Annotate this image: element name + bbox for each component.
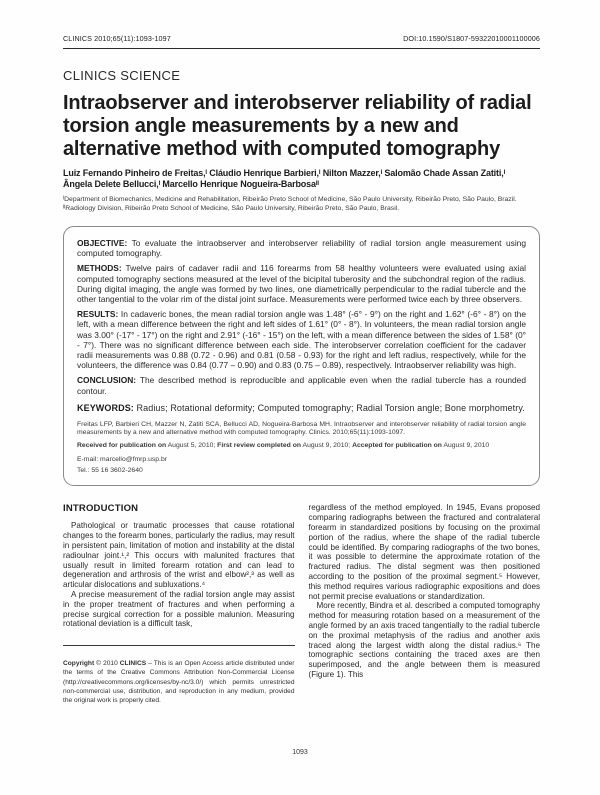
abstract-conclusion-label: CONCLUSION:: [77, 375, 137, 386]
received-date: August 5, 2010;: [166, 442, 218, 450]
page-number: 1093: [292, 749, 308, 756]
article-title: Intraobserver and interobserver reliabil…: [63, 92, 532, 160]
abstract-objective: OBJECTIVE: To evaluate the intraobserver…: [77, 238, 526, 258]
keywords-text: Radius; Rotational deformity; Computed t…: [136, 402, 525, 413]
affiliation-2: ᴵᴵRadiology Division, Ribeirão Preto Sch…: [63, 205, 400, 212]
abstract-objective-text: To evaluate the intraobserver and intero…: [77, 238, 526, 259]
journal-citation: CLINICS 2010;65(11):1093-1097: [63, 34, 171, 43]
intro-paragraph-2: A precise measurement of the radial tors…: [63, 590, 295, 629]
author-list: Luiz Fernando Pinheiro de Freitas,ᴵ Cláu…: [63, 168, 540, 190]
abstract-box: OBJECTIVE: To evaluate the intraobserver…: [63, 226, 540, 487]
review-date: August 9, 2010;: [301, 442, 353, 450]
copyright-word: Copyright: [63, 660, 95, 668]
copyright-year: © 2010: [94, 660, 120, 668]
copyright-rule: [63, 645, 295, 647]
doi-text: DOI:10.1590/S1807-59322010001100006: [403, 34, 540, 43]
keywords-line: KEYWORDS: Radius; Rotational deformity; …: [77, 403, 526, 414]
abstract-methods-label: METHODS:: [77, 263, 122, 274]
right-column: regardless of the method employed. In 19…: [309, 503, 541, 705]
copyright-license-text: – This is an Open Access article distrib…: [63, 660, 295, 705]
received-label: Received for publication on: [77, 442, 167, 450]
abstract-conclusion: CONCLUSION: The described method is repr…: [77, 375, 526, 395]
intro-paragraph-4: More recently, Bindra et al. described a…: [308, 601, 541, 679]
author-line-1: Luiz Fernando Pinheiro de Freitas,ᴵ Cláu…: [63, 168, 506, 178]
abstract-results-label: RESULTS:: [77, 309, 119, 320]
copyright-notice: Copyright © 2010 CLINICS – This is an Op…: [63, 659, 295, 705]
affiliation-1: ᴵDepartment of Biomechanics, Medicine an…: [63, 196, 517, 203]
intro-paragraph-3: regardless of the method employed. In 19…: [308, 503, 541, 601]
author-line-2: Ângela Delete Bellucci,ᴵ Marcello Henriq…: [63, 179, 319, 189]
page-header: CLINICS 2010;65(11):1093-1097 DOI:10.159…: [63, 34, 540, 43]
accepted-date: August 9, 2010: [441, 442, 490, 450]
section-label: CLINICS SCIENCE: [63, 68, 181, 83]
abstract-methods: METHODS: Twelve pairs of cadaver radii a…: [77, 263, 526, 304]
article-citation: Freitas LFP, Barbieri CH, Mazzer N, Zati…: [77, 420, 526, 437]
copyright-journal: CLINICS: [119, 660, 147, 668]
abstract-results-text: In cadaveric bones, the mean radial tors…: [77, 309, 526, 371]
abstract-conclusion-text: The described method is reproducible and…: [77, 375, 526, 396]
keywords-label: KEYWORDS:: [77, 402, 134, 413]
left-column: INTRODUCTION Pathological or traumatic p…: [63, 503, 295, 705]
header-rule: [63, 48, 540, 49]
tel-line: Tel.: 55 16 3602-2640: [77, 467, 143, 475]
received-line: Received for publication on August 5, 20…: [77, 442, 526, 451]
accepted-label: Accepted for publication on: [352, 442, 442, 450]
affiliations: ᴵDepartment of Biomechanics, Medicine an…: [63, 195, 540, 213]
introduction-heading: INTRODUCTION: [63, 503, 139, 515]
email-line: E-mail: marcello@fmrp.usp.br: [77, 455, 167, 463]
abstract-methods-text: Twelve pairs of cadaver radii and 116 fo…: [77, 263, 526, 305]
abstract-results: RESULTS: In cadaveric bones, the mean ra…: [77, 309, 526, 370]
body-columns: INTRODUCTION Pathological or traumatic p…: [63, 503, 540, 705]
intro-paragraph-1: Pathological or traumatic processes that…: [63, 521, 295, 590]
review-label: First review completed on: [217, 442, 302, 450]
abstract-objective-label: OBJECTIVE:: [77, 238, 128, 248]
